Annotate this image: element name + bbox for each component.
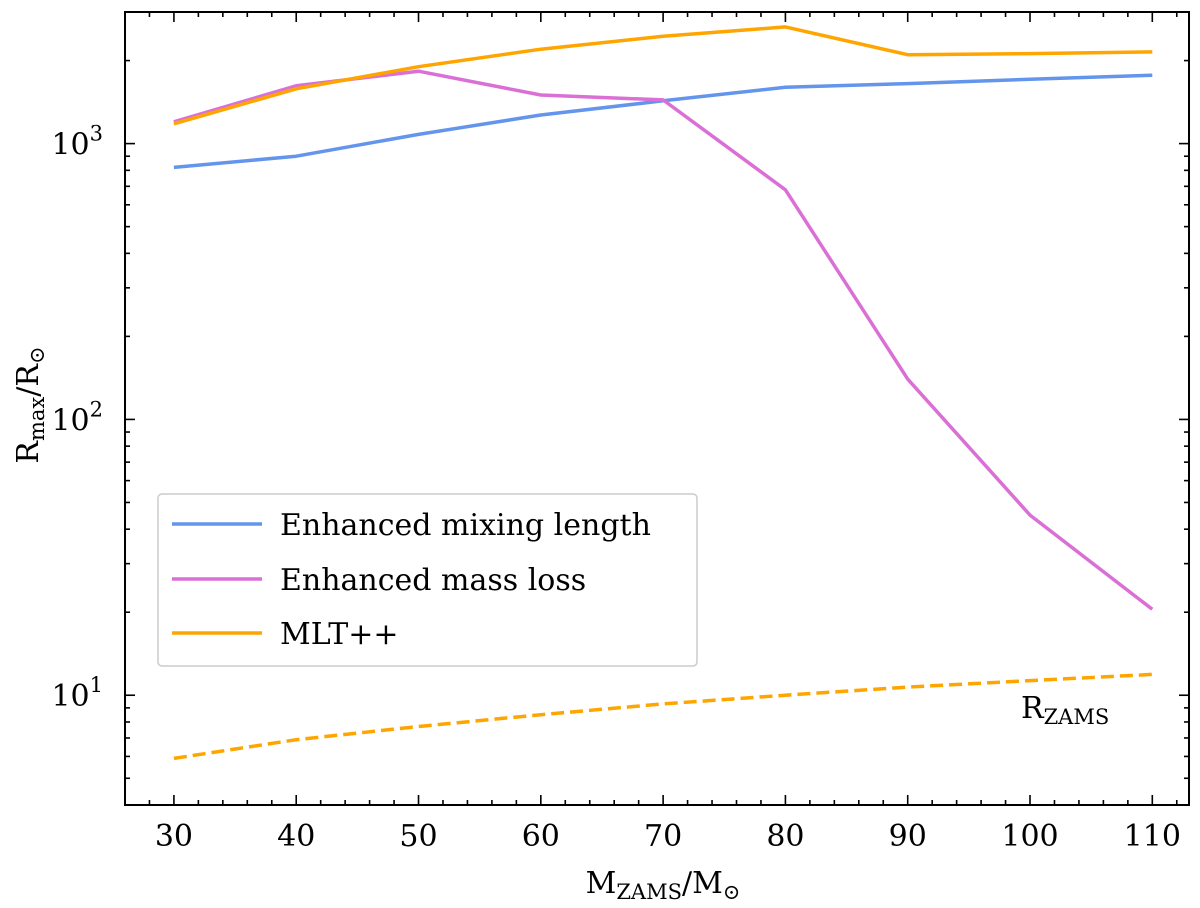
x-axis-title: MZAMS/M⊙: [586, 866, 741, 904]
x-tick-label: 110: [1124, 819, 1181, 854]
x-tick-label: 40: [277, 819, 315, 854]
x-tick-label: 50: [399, 819, 437, 854]
x-tick-label: 30: [155, 819, 193, 854]
legend-label-mass-loss: Enhanced mass loss: [280, 563, 586, 598]
y-tick-label: 103: [51, 122, 103, 163]
legend-box: [157, 493, 698, 667]
x-tick-label: 100: [1001, 819, 1058, 854]
legend-label-mltpp: MLT++: [280, 617, 398, 652]
series-line-0: [173, 73, 1153, 170]
y-axis-title: Rmax/R⊙: [11, 346, 49, 463]
x-tick-label: 80: [766, 819, 804, 854]
x-tick-label: 70: [644, 819, 682, 854]
y-tick-label: 101: [51, 673, 103, 714]
legend: Enhanced mixing length Enhanced mass los…: [157, 493, 698, 667]
series-line-3: [173, 672, 1153, 761]
plot-frame: [124, 11, 1190, 806]
rzams-annotation: RZAMS: [1021, 691, 1109, 729]
x-tick-label: 90: [889, 819, 927, 854]
tick-labels: 30 40 50 60 70 80 90 100 110 101 102 103: [51, 122, 1181, 854]
plot-lines: [173, 25, 1154, 761]
legend-label-mixing-length: Enhanced mixing length: [280, 508, 651, 543]
y-tick-label: 102: [51, 397, 103, 438]
series-line-2: [173, 25, 1153, 126]
x-tick-label: 60: [522, 819, 560, 854]
ticks: [124, 11, 1189, 806]
